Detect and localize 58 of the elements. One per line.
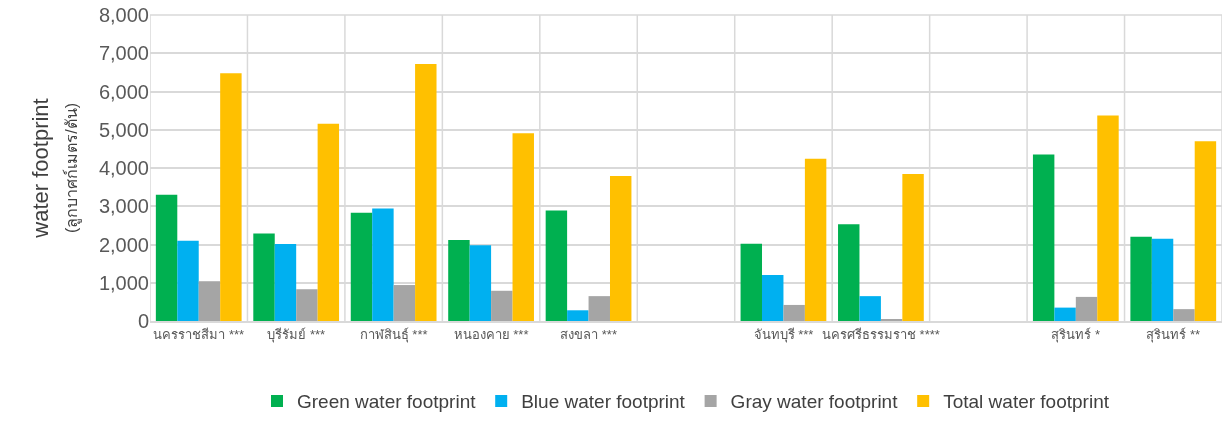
bar xyxy=(783,304,805,321)
bar xyxy=(1130,236,1152,321)
bar xyxy=(567,310,589,321)
bar xyxy=(1032,154,1055,321)
bar xyxy=(491,290,513,321)
bar xyxy=(1054,307,1076,321)
y-axis-title: water footprint (ลูกบาศก์เมตร/ตัน) xyxy=(28,98,82,239)
bar xyxy=(902,174,924,321)
bar xyxy=(469,245,492,321)
x-tick-label: นครราชสีมา *** xyxy=(153,326,245,342)
bar xyxy=(609,176,632,321)
x-tick-label: สุรินทร์ ** xyxy=(1146,326,1201,343)
y-tick-label: 0 xyxy=(137,310,149,332)
x-tick-label: กาฬสินธุ์ *** xyxy=(359,326,428,343)
bar xyxy=(1194,141,1217,321)
x-tick-label: สุรินทร์ * xyxy=(1051,326,1101,343)
bar xyxy=(372,208,394,321)
x-tick-label: นครศรีธรรมราช **** xyxy=(821,326,940,342)
bar xyxy=(1075,296,1098,321)
bar xyxy=(198,281,221,321)
bar xyxy=(274,244,297,321)
bar xyxy=(1151,238,1174,321)
bar xyxy=(415,63,437,321)
bar xyxy=(740,243,763,321)
y-tick-label: 2,000 xyxy=(98,233,149,256)
x-tick-label: บุรีรัมย์ *** xyxy=(267,326,326,343)
y-tick-label: 5,000 xyxy=(98,118,149,141)
legend-label: Blue water footprint xyxy=(521,391,686,413)
x-tick-label: จันทบุรี *** xyxy=(753,326,814,343)
bar xyxy=(762,275,784,321)
bar xyxy=(253,233,275,321)
y-tick-label: 4,000 xyxy=(98,157,149,179)
bar xyxy=(545,210,568,321)
legend-label: Total water footprint xyxy=(943,391,1110,413)
legend-label: Gray water footprint xyxy=(730,391,899,413)
y-tick-label: 6,000 xyxy=(98,80,149,103)
legend-label: Green water footprint xyxy=(297,391,477,413)
bar xyxy=(804,158,827,321)
bar xyxy=(155,194,178,321)
bar xyxy=(296,289,318,321)
x-tick-label: สงขลา *** xyxy=(560,326,617,342)
bar xyxy=(1097,115,1119,321)
bar xyxy=(859,296,881,321)
bar xyxy=(317,123,340,321)
bar xyxy=(350,212,373,321)
bar xyxy=(177,240,199,321)
y-tick-label: 3,000 xyxy=(98,195,149,218)
bar xyxy=(588,296,610,321)
bar xyxy=(512,133,534,321)
y-tick-label: 7,000 xyxy=(98,42,149,65)
bar xyxy=(448,239,470,321)
bar xyxy=(1173,309,1195,321)
y-tick-label: 1,000 xyxy=(98,271,149,294)
bar xyxy=(838,224,860,321)
x-tick-label: หนองคาย *** xyxy=(453,326,529,342)
bar xyxy=(220,73,242,321)
bar xyxy=(393,285,416,321)
y-tick-label: 8,000 xyxy=(98,4,149,26)
